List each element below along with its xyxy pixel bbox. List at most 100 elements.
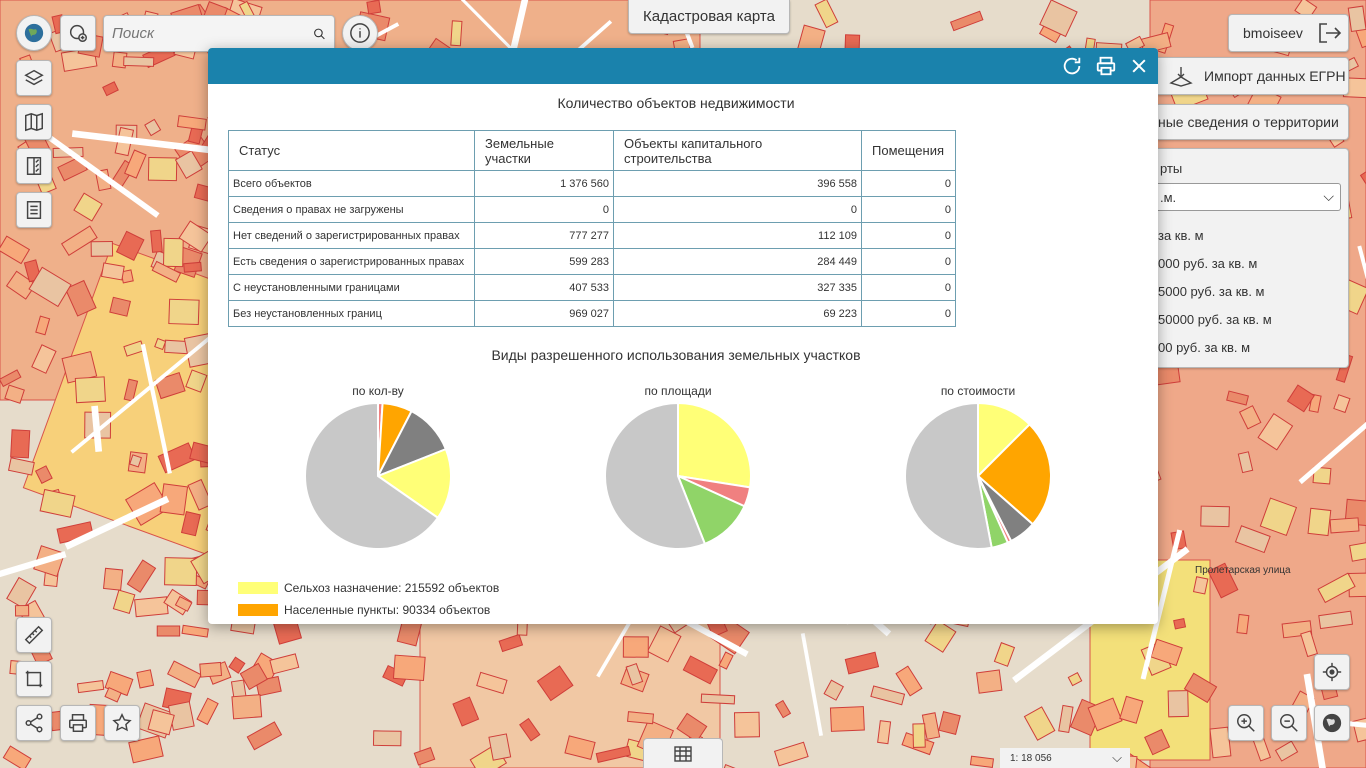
map-parcel[interactable] <box>627 711 655 725</box>
map-parcel[interactable] <box>115 230 145 261</box>
map-parcel[interactable] <box>969 755 995 768</box>
map-parcel[interactable] <box>1234 525 1271 554</box>
search-input[interactable] <box>112 25 313 42</box>
map-parcel[interactable] <box>1039 0 1078 38</box>
map-parcel[interactable] <box>180 510 201 537</box>
pie-slice[interactable] <box>604 402 707 550</box>
map-parcel[interactable] <box>154 337 167 351</box>
map-parcel[interactable] <box>993 642 1016 667</box>
map-parcel[interactable] <box>1087 697 1123 732</box>
map-parcel[interactable] <box>34 465 53 484</box>
map-parcel[interactable] <box>128 735 164 764</box>
print-button[interactable] <box>1093 53 1119 79</box>
map-parcel[interactable] <box>938 711 961 736</box>
map-parcel[interactable] <box>1333 394 1351 414</box>
map-parcel[interactable] <box>700 693 736 705</box>
map-parcel[interactable] <box>1023 706 1056 741</box>
map-parcel[interactable] <box>181 624 209 638</box>
basemap-button[interactable] <box>16 104 52 140</box>
map-parcel[interactable] <box>1259 497 1298 537</box>
map-parcel[interactable] <box>126 559 157 593</box>
map-parcel[interactable] <box>231 694 263 720</box>
map-parcel[interactable] <box>1300 630 1318 658</box>
map-parcel[interactable] <box>646 625 682 663</box>
map-parcel[interactable] <box>877 720 892 745</box>
map-parcel[interactable] <box>1318 610 1354 630</box>
close-button[interactable] <box>1126 53 1152 79</box>
map-parcel[interactable] <box>1226 390 1250 406</box>
map-parcel[interactable] <box>196 697 219 726</box>
map-parcel[interactable] <box>136 669 155 689</box>
pie-slice[interactable] <box>904 402 993 550</box>
globe-icon[interactable] <box>16 15 52 51</box>
map-parcel[interactable] <box>949 10 984 32</box>
map-parcel[interactable] <box>1274 740 1299 762</box>
map-parcel[interactable] <box>60 225 98 256</box>
map-parcel[interactable] <box>104 686 122 703</box>
refresh-button[interactable] <box>1059 53 1085 79</box>
map-parcel[interactable] <box>1312 466 1332 485</box>
map-parcel[interactable] <box>4 384 25 404</box>
map-parcel[interactable] <box>519 717 541 742</box>
map-parcel[interactable] <box>1192 576 1209 595</box>
map-parcel[interactable] <box>176 115 207 131</box>
map-parcel[interactable] <box>147 156 178 182</box>
map-parcel[interactable] <box>102 567 124 591</box>
map-parcel[interactable] <box>676 712 708 743</box>
chevron-down-icon[interactable]: ⌵ <box>1112 750 1122 765</box>
map-parcel[interactable] <box>123 378 139 402</box>
map-parcel[interactable] <box>1317 572 1356 604</box>
map-parcel[interactable] <box>392 654 426 682</box>
map-parcel[interactable] <box>187 478 213 511</box>
map-parcel[interactable] <box>2 745 32 768</box>
map-parcel[interactable] <box>183 261 202 273</box>
map-parcel[interactable] <box>1067 671 1083 687</box>
pie-slice[interactable] <box>677 402 752 489</box>
add-layer-button[interactable] <box>60 15 96 51</box>
map-parcel[interactable] <box>28 266 72 308</box>
attribute-table-button[interactable] <box>643 738 723 768</box>
map-parcel[interactable] <box>174 149 203 179</box>
map-parcel[interactable] <box>39 488 76 518</box>
map-parcel[interactable] <box>10 429 31 459</box>
full-extent-button[interactable] <box>1314 705 1350 741</box>
map-parcel[interactable] <box>6 576 37 610</box>
map-parcel[interactable] <box>498 633 524 653</box>
map-parcel[interactable] <box>174 595 193 612</box>
map-parcel[interactable] <box>488 733 512 761</box>
map-parcel[interactable] <box>64 279 97 317</box>
map-parcel[interactable] <box>1150 638 1183 667</box>
geolocation-button[interactable] <box>1314 654 1350 690</box>
map-parcel[interactable] <box>870 685 906 706</box>
scale-bar[interactable]: 1: 18 056 ⌵ <box>1000 748 1130 768</box>
map-parcel[interactable] <box>814 0 839 29</box>
search-box[interactable] <box>103 15 335 52</box>
map-parcel[interactable] <box>129 454 143 468</box>
map-parcel[interactable] <box>159 483 189 516</box>
map-parcel[interactable] <box>74 376 106 404</box>
user-button[interactable]: bmoiseev <box>1228 14 1349 52</box>
map-parcel[interactable] <box>1058 704 1074 734</box>
map-parcel[interactable] <box>536 665 574 702</box>
report-button[interactable] <box>16 192 52 228</box>
map-parcel[interactable] <box>269 653 300 675</box>
map-parcel[interactable] <box>76 680 105 694</box>
map-parcel[interactable] <box>564 735 596 761</box>
map-parcel[interactable] <box>1286 384 1315 413</box>
map-parcel[interactable] <box>1209 726 1232 759</box>
map-parcel[interactable] <box>516 621 528 636</box>
map-parcel[interactable] <box>829 706 865 732</box>
map-title-button[interactable]: Кадастровая карта <box>628 0 790 34</box>
search-icon[interactable] <box>313 25 326 43</box>
map-parcel[interactable] <box>1200 505 1230 528</box>
map-parcel[interactable] <box>1349 540 1366 562</box>
map-parcel[interactable] <box>1173 617 1187 630</box>
map-parcel[interactable] <box>151 260 182 283</box>
map-parcel[interactable] <box>975 669 1003 694</box>
map-parcel[interactable] <box>912 723 926 748</box>
layers-button[interactable] <box>16 60 52 96</box>
map-parcel[interactable] <box>102 81 119 97</box>
map-parcel[interactable] <box>1167 690 1189 718</box>
map-parcel[interactable] <box>774 699 792 719</box>
map-parcel[interactable] <box>823 679 844 701</box>
